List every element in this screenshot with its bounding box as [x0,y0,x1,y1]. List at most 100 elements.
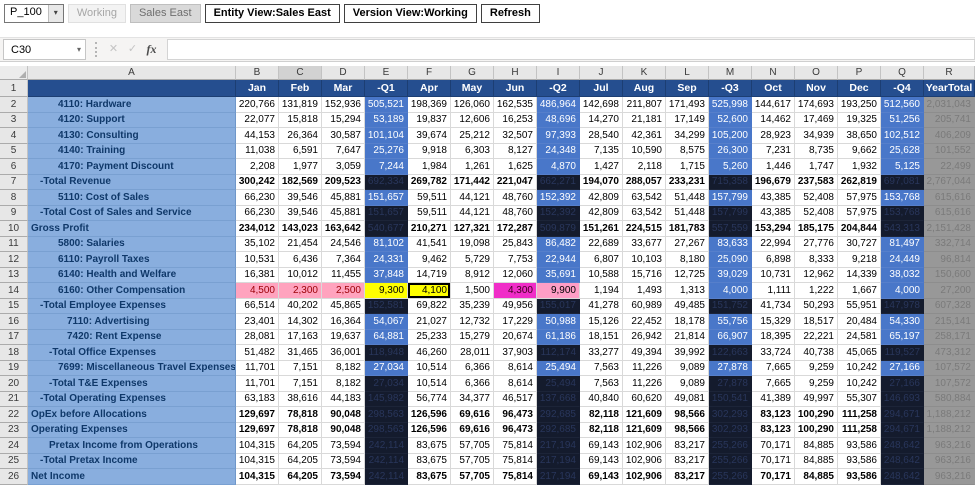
cell-I23[interactable]: 292,685 [537,422,580,438]
column-header-J[interactable]: J [580,66,623,80]
cell-O23[interactable]: 100,290 [795,422,838,438]
cell-M24[interactable]: 255,266 [709,438,752,454]
column-header-H[interactable]: H [494,66,537,80]
row-header-9[interactable]: 9 [0,205,28,221]
cell-G26[interactable]: 57,705 [451,469,494,485]
dropdown-arrow-icon[interactable]: ▾ [47,4,63,22]
cell-H12[interactable]: 7,753 [494,252,537,268]
cell-J18[interactable]: 33,277 [580,345,623,361]
cell-K19[interactable]: 11,226 [623,360,666,376]
cell-H22[interactable]: 96,473 [494,407,537,423]
cell-N2[interactable]: 144,617 [752,97,795,113]
cell-G25[interactable]: 57,705 [451,453,494,469]
cell-M9[interactable]: 157,799 [709,205,752,221]
cell-E20[interactable]: 27,034 [365,376,408,392]
cell-K9[interactable]: 63,542 [623,205,666,221]
cell-D19[interactable]: 8,182 [322,360,365,376]
cell-J5[interactable]: 7,135 [580,143,623,159]
cell-E19[interactable]: 27,034 [365,360,408,376]
cell-F23[interactable]: 126,596 [408,422,451,438]
cell-O12[interactable]: 8,333 [795,252,838,268]
cell-G8[interactable]: 44,121 [451,190,494,206]
cell-E24[interactable]: 242,114 [365,438,408,454]
cell-J19[interactable]: 7,563 [580,360,623,376]
cell-A8[interactable]: 5110: Cost of Sales [28,190,236,206]
row-header-16[interactable]: 16 [0,314,28,330]
cell-H14[interactable]: 4,300 [494,283,537,299]
cell-I1[interactable]: -Q2 [537,80,580,97]
enter-icon[interactable]: ✓ [127,43,138,55]
column-header-F[interactable]: F [408,66,451,80]
cell-C13[interactable]: 10,012 [279,267,322,283]
cell-A15[interactable]: -Total Employee Expenses [28,298,236,314]
cell-R21[interactable]: 580,884 [924,391,975,407]
cancel-icon[interactable]: ✕ [108,43,119,55]
cell-C4[interactable]: 26,364 [279,128,322,144]
cell-A19[interactable]: 7699: Miscellaneous Travel Expenses [28,360,236,376]
cell-G3[interactable]: 12,606 [451,112,494,128]
cell-F2[interactable]: 198,369 [408,97,451,113]
cell-I19[interactable]: 25,494 [537,360,580,376]
cell-L18[interactable]: 39,992 [666,345,709,361]
cell-E22[interactable]: 298,563 [365,407,408,423]
cell-M20[interactable]: 27,878 [709,376,752,392]
cell-N18[interactable]: 33,724 [752,345,795,361]
cell-G22[interactable]: 69,616 [451,407,494,423]
cell-A10[interactable]: Gross Profit [28,221,236,237]
cell-H23[interactable]: 96,473 [494,422,537,438]
cell-G1[interactable]: May [451,80,494,97]
cell-I24[interactable]: 217,194 [537,438,580,454]
cell-Q2[interactable]: 512,560 [881,97,924,113]
cell-Q5[interactable]: 25,628 [881,143,924,159]
cell-G10[interactable]: 127,321 [451,221,494,237]
cell-M23[interactable]: 302,293 [709,422,752,438]
cell-B19[interactable]: 11,701 [236,360,279,376]
cell-P8[interactable]: 57,975 [838,190,881,206]
cell-I11[interactable]: 86,482 [537,236,580,252]
cell-P15[interactable]: 55,951 [838,298,881,314]
cell-M22[interactable]: 302,293 [709,407,752,423]
cell-L13[interactable]: 12,725 [666,267,709,283]
cell-M26[interactable]: 255,266 [709,469,752,485]
cell-C26[interactable]: 64,205 [279,469,322,485]
cell-D8[interactable]: 45,881 [322,190,365,206]
cell-R1[interactable]: YearTotal [924,80,975,97]
cell-B13[interactable]: 16,381 [236,267,279,283]
cell-R17[interactable]: 258,171 [924,329,975,345]
cell-I6[interactable]: 4,870 [537,159,580,175]
cell-K17[interactable]: 26,942 [623,329,666,345]
cell-K12[interactable]: 10,103 [623,252,666,268]
cell-J9[interactable]: 42,809 [580,205,623,221]
cell-M19[interactable]: 27,878 [709,360,752,376]
cell-A13[interactable]: 6140: Health and Welfare [28,267,236,283]
cell-C20[interactable]: 7,151 [279,376,322,392]
cell-K15[interactable]: 60,989 [623,298,666,314]
cell-J20[interactable]: 7,563 [580,376,623,392]
cell-K21[interactable]: 60,620 [623,391,666,407]
cell-M3[interactable]: 52,600 [709,112,752,128]
cell-N26[interactable]: 70,171 [752,469,795,485]
cell-O1[interactable]: Nov [795,80,838,97]
cell-P12[interactable]: 9,218 [838,252,881,268]
cell-Q15[interactable]: 147,978 [881,298,924,314]
cell-L10[interactable]: 181,783 [666,221,709,237]
cell-B5[interactable]: 11,038 [236,143,279,159]
cell-D15[interactable]: 45,865 [322,298,365,314]
cell-F8[interactable]: 59,511 [408,190,451,206]
cell-H15[interactable]: 49,956 [494,298,537,314]
cell-J17[interactable]: 18,151 [580,329,623,345]
cell-F9[interactable]: 59,511 [408,205,451,221]
cell-P10[interactable]: 204,844 [838,221,881,237]
cell-F6[interactable]: 1,984 [408,159,451,175]
cell-M25[interactable]: 255,266 [709,453,752,469]
cell-E11[interactable]: 81,102 [365,236,408,252]
cell-M18[interactable]: 122,663 [709,345,752,361]
cell-N12[interactable]: 6,898 [752,252,795,268]
cell-J21[interactable]: 40,840 [580,391,623,407]
cell-E26[interactable]: 242,114 [365,469,408,485]
cell-M16[interactable]: 55,756 [709,314,752,330]
cell-P26[interactable]: 93,586 [838,469,881,485]
cell-J4[interactable]: 28,540 [580,128,623,144]
cell-M8[interactable]: 157,799 [709,190,752,206]
cell-B12[interactable]: 10,531 [236,252,279,268]
